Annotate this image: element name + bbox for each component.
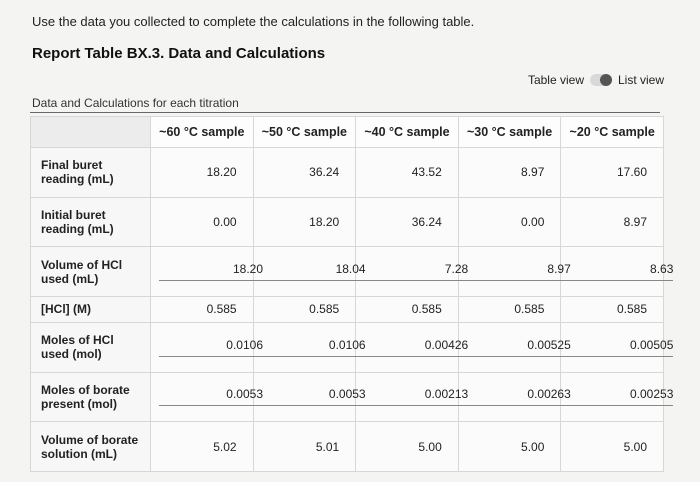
input-moles-hcl-40c[interactable]: 0.00426 [364, 338, 469, 357]
table-row-initial-buret: Initial buret reading (mL) 0.00 18.20 36… [30, 196, 664, 248]
input-moles-borate-20c[interactable]: 0.00253 [569, 387, 674, 407]
cell-volume-borate-50c: 5.01 [315, 439, 340, 454]
column-header-40c: ~40 °C sample [355, 116, 459, 148]
table-corner-cell [30, 116, 151, 148]
table-header-row: ~60 °C sample ~50 °C sample ~40 °C sampl… [30, 116, 664, 148]
cell-volume-borate-60c: 5.02 [213, 439, 237, 454]
view-toggle-switch[interactable] [589, 74, 612, 86]
column-header-20c: ~20 °C sample [560, 116, 664, 148]
row-label-hcl-concentration: [HCl] (M) [30, 296, 151, 323]
cell-volume-borate-40c: 5.00 [418, 439, 442, 454]
input-moles-hcl-20c[interactable]: 0.00505 [569, 338, 674, 357]
cell-final-buret-40c: 43.52 [411, 165, 442, 180]
input-moles-borate-30c[interactable]: 0.00263 [466, 387, 571, 407]
row-label-moles-borate: Moles of borate present (mol) [30, 371, 151, 423]
cell-hcl-concentration-60c: 0.585 [206, 302, 237, 317]
cell-initial-buret-60c: 0.00 [213, 215, 237, 230]
section-caption: Data and Calculations for each titration [32, 96, 239, 110]
data-calculations-table: ~60 °C sample ~50 °C sample ~40 °C sampl… [30, 116, 674, 472]
column-header-50c: ~50 °C sample [252, 116, 357, 148]
list-view-label[interactable]: List view [617, 73, 664, 87]
input-moles-hcl-60c[interactable]: 0.0106 [159, 338, 263, 357]
table-row-volume-hcl: Volume of HCl used (mL) 18.20 18.04 7.28… [30, 246, 674, 298]
input-volume-hcl-60c[interactable]: 18.20 [159, 262, 263, 282]
table-row-volume-borate: Volume of borate solution (mL) 5.02 5.01… [30, 421, 664, 472]
input-volume-hcl-20c[interactable]: 8.63 [569, 262, 674, 282]
cell-final-buret-30c: 8.97 [521, 165, 545, 180]
input-moles-hcl-50c[interactable]: 0.0106 [261, 338, 366, 357]
input-moles-borate-40c[interactable]: 0.00213 [364, 387, 469, 407]
row-label-initial-buret: Initial buret reading (mL) [30, 196, 151, 248]
column-header-60c: ~60 °C sample [150, 116, 254, 148]
row-label-final-buret: Final buret reading (mL) [30, 147, 151, 198]
cell-initial-buret-20c: 8.97 [623, 215, 647, 230]
cell-final-buret-60c: 18.20 [206, 165, 237, 180]
report-title: Report Table BX.3. Data and Calculations [32, 45, 326, 62]
input-moles-hcl-30c[interactable]: 0.00525 [466, 338, 571, 357]
cell-hcl-concentration-50c: 0.585 [309, 302, 340, 317]
row-label-volume-borate: Volume of borate solution (mL) [30, 421, 151, 472]
table-view-label[interactable]: Table view [527, 73, 584, 87]
cell-final-buret-50c: 36.24 [309, 165, 340, 180]
input-volume-hcl-40c[interactable]: 7.28 [364, 262, 469, 282]
cell-hcl-concentration-20c: 0.585 [616, 302, 647, 317]
input-moles-borate-60c[interactable]: 0.0053 [159, 387, 263, 407]
cell-final-buret-20c: 17.60 [616, 165, 647, 180]
table-row-moles-hcl: Moles of HCl used (mol) 0.0106 0.0106 0.… [30, 321, 674, 373]
table-row-hcl-concentration: [HCl] (M) 0.585 0.585 0.585 0.585 0.585 [30, 296, 664, 323]
instructions-text: Use the data you collected to complete t… [32, 14, 475, 29]
input-volume-hcl-30c[interactable]: 8.97 [466, 262, 571, 282]
column-header-30c: ~30 °C sample [457, 116, 562, 148]
view-toggle[interactable]: Table view List view [528, 73, 664, 87]
input-moles-borate-50c[interactable]: 0.0053 [261, 387, 366, 407]
cell-hcl-concentration-30c: 0.585 [514, 302, 545, 317]
cell-initial-buret-50c: 18.20 [309, 215, 340, 230]
table-row-moles-borate: Moles of borate present (mol) 0.0053 0.0… [30, 371, 674, 423]
cell-volume-borate-20c: 5.00 [623, 439, 647, 454]
cell-hcl-concentration-40c: 0.585 [411, 302, 442, 317]
cell-initial-buret-30c: 0.00 [521, 215, 545, 230]
row-label-volume-hcl: Volume of HCl used (mL) [30, 246, 151, 298]
cell-volume-borate-30c: 5.00 [521, 439, 545, 454]
input-volume-hcl-50c[interactable]: 18.04 [261, 262, 366, 282]
divider [30, 112, 660, 113]
row-label-moles-hcl: Moles of HCl used (mol) [30, 321, 151, 373]
cell-initial-buret-40c: 36.24 [411, 215, 442, 230]
table-row-final-buret: Final buret reading (mL) 18.20 36.24 43.… [30, 147, 664, 198]
